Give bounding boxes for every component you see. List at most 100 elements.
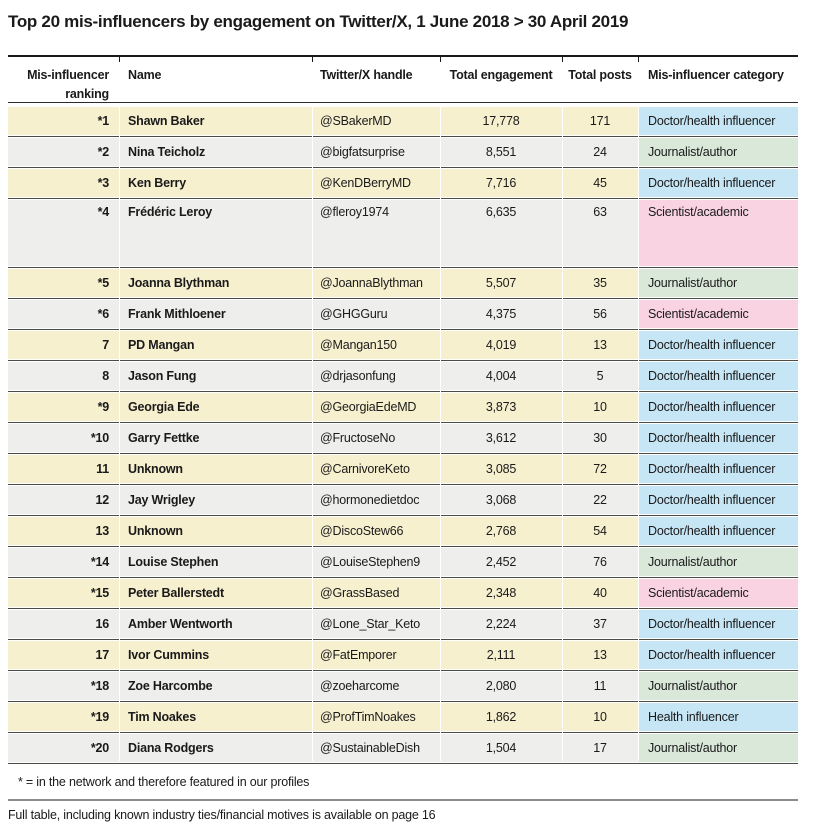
name-cell: Frédéric Leroy <box>128 205 213 219</box>
table-top-rule <box>8 55 798 62</box>
handle-cell: @CarnivoreKeto <box>320 462 410 476</box>
ranking-cell: *4 <box>97 205 110 219</box>
engagement-cell: 7,716 <box>485 176 517 190</box>
posts-cell: 40 <box>593 586 607 600</box>
ranking-cell: *14 <box>90 555 109 569</box>
category-cell: Doctor/health influencer <box>638 455 798 483</box>
name-cell: Joanna Blythman <box>128 276 230 290</box>
name-cell: Tim Noakes <box>128 710 196 724</box>
ranking-cell: *3 <box>97 176 110 190</box>
handle-cell: @ProfTimNoakes <box>320 710 416 724</box>
name-cell: Amber Wentworth <box>128 617 233 631</box>
column-divider <box>312 103 313 761</box>
handle-cell: @GrassBased <box>320 586 400 600</box>
handle-cell: @fleroy1974 <box>320 205 389 219</box>
engagement-cell: 4,019 <box>485 338 517 352</box>
name-cell: PD Mangan <box>128 338 195 352</box>
posts-cell: 5 <box>596 369 604 383</box>
name-cell: Garry Fettke <box>128 431 200 445</box>
column-header-name: Name <box>128 68 162 82</box>
table-row: *3 Ken Berry @KenDBerryMD 7,716 45 Docto… <box>8 169 798 199</box>
ranking-cell: *20 <box>90 741 109 755</box>
name-cell: Ivor Cummins <box>128 648 209 662</box>
engagement-cell: 4,004 <box>485 369 517 383</box>
page-title: Top 20 mis-influencers by engagement on … <box>8 12 629 31</box>
handle-cell: @JoannaBlythman <box>320 276 423 290</box>
table-row: *4 Frédéric Leroy @fleroy1974 6,635 63 S… <box>8 200 798 268</box>
ranking-cell: *19 <box>90 710 109 724</box>
category-cell: Doctor/health influencer <box>638 486 798 514</box>
category-cell: Scientist/academic <box>638 200 798 266</box>
engagement-cell: 3,068 <box>485 493 517 507</box>
category-cell: Health influencer <box>638 703 798 731</box>
category-cell: Journalist/author <box>638 269 798 297</box>
name-cell: Jay Wrigley <box>128 493 196 507</box>
posts-cell: 17 <box>593 741 607 755</box>
table-row: 8 Jason Fung @drjasonfung 4,004 5 Doctor… <box>8 362 798 392</box>
handle-cell: @SustainableDish <box>320 741 420 755</box>
posts-cell: 10 <box>593 710 607 724</box>
engagement-cell: 8,551 <box>485 145 517 159</box>
category-cell: Doctor/health influencer <box>638 331 798 359</box>
column-header-handle: Twitter/X handle <box>320 68 413 82</box>
table-row: 11 Unknown @CarnivoreKeto 3,085 72 Docto… <box>8 455 798 485</box>
ranking-cell: *18 <box>90 679 109 693</box>
handle-cell: @KenDBerryMD <box>320 176 411 190</box>
column-header-posts: Total posts <box>568 68 632 82</box>
table-row: *18 Zoe Harcombe @zoeharcome 2,080 11 Jo… <box>8 672 798 702</box>
ranking-cell: *6 <box>97 307 110 321</box>
name-cell: Peter Ballerstedt <box>128 586 224 600</box>
engagement-cell: 2,224 <box>485 617 517 631</box>
engagement-cell: 4,375 <box>485 307 517 321</box>
engagement-cell: 17,778 <box>482 114 520 128</box>
table-row: 16 Amber Wentworth @Lone_Star_Keto 2,224… <box>8 610 798 640</box>
table-row: *5 Joanna Blythman @JoannaBlythman 5,507… <box>8 269 798 299</box>
category-cell: Doctor/health influencer <box>638 424 798 452</box>
posts-cell: 24 <box>593 145 607 159</box>
ranking-cell: 17 <box>95 648 109 662</box>
name-cell: Shawn Baker <box>128 114 205 128</box>
name-cell: Nina Teicholz <box>128 145 206 159</box>
name-cell: Diana Rodgers <box>128 741 214 755</box>
category-cell: Doctor/health influencer <box>638 517 798 545</box>
column-divider <box>638 103 639 761</box>
handle-cell: @drjasonfung <box>320 369 396 383</box>
table-row: *20 Diana Rodgers @SustainableDish 1,504… <box>8 734 798 764</box>
engagement-cell: 3,612 <box>485 431 517 445</box>
handle-cell: @GHGGuru <box>320 307 388 321</box>
ranking-cell: *9 <box>97 400 110 414</box>
posts-cell: 76 <box>593 555 607 569</box>
engagement-cell: 2,452 <box>485 555 517 569</box>
category-cell: Scientist/academic <box>638 579 798 607</box>
category-cell: Doctor/health influencer <box>638 107 798 135</box>
column-tick <box>638 57 639 62</box>
ranking-cell: 13 <box>95 524 109 538</box>
handle-cell: @zoeharcome <box>320 679 400 693</box>
category-cell: Doctor/health influencer <box>638 641 798 669</box>
ranking-cell: *10 <box>90 431 109 445</box>
column-header-ranking: Mis-influencer ranking <box>27 68 109 102</box>
category-cell: Doctor/health influencer <box>638 393 798 421</box>
table-row: 13 Unknown @DiscoStew66 2,768 54 Doctor/… <box>8 517 798 547</box>
category-cell: Doctor/health influencer <box>638 610 798 638</box>
ranking-cell: *2 <box>97 145 110 159</box>
handle-cell: @hormonedietdoc <box>320 493 420 507</box>
posts-cell: 11 <box>593 679 607 693</box>
posts-cell: 30 <box>593 431 607 445</box>
ranking-cell: *1 <box>97 114 110 128</box>
posts-cell: 13 <box>593 648 607 662</box>
ranking-cell: 7 <box>102 338 109 352</box>
column-divider <box>562 103 563 761</box>
table-row: *19 Tim Noakes @ProfTimNoakes 1,862 10 H… <box>8 703 798 733</box>
posts-cell: 45 <box>593 176 607 190</box>
table-row: 7 PD Mangan @Mangan150 4,019 13 Doctor/h… <box>8 331 798 361</box>
ranking-cell: 16 <box>95 617 109 631</box>
engagement-cell: 2,348 <box>485 586 517 600</box>
posts-cell: 54 <box>593 524 607 538</box>
category-cell: Journalist/author <box>638 734 798 762</box>
engagement-cell: 2,080 <box>485 679 517 693</box>
table-body: *1 Shawn Baker @SBakerMD 17,778 171 Doct… <box>8 103 798 764</box>
name-cell: Unknown <box>128 524 183 538</box>
handle-cell: @FructoseNo <box>320 431 396 445</box>
